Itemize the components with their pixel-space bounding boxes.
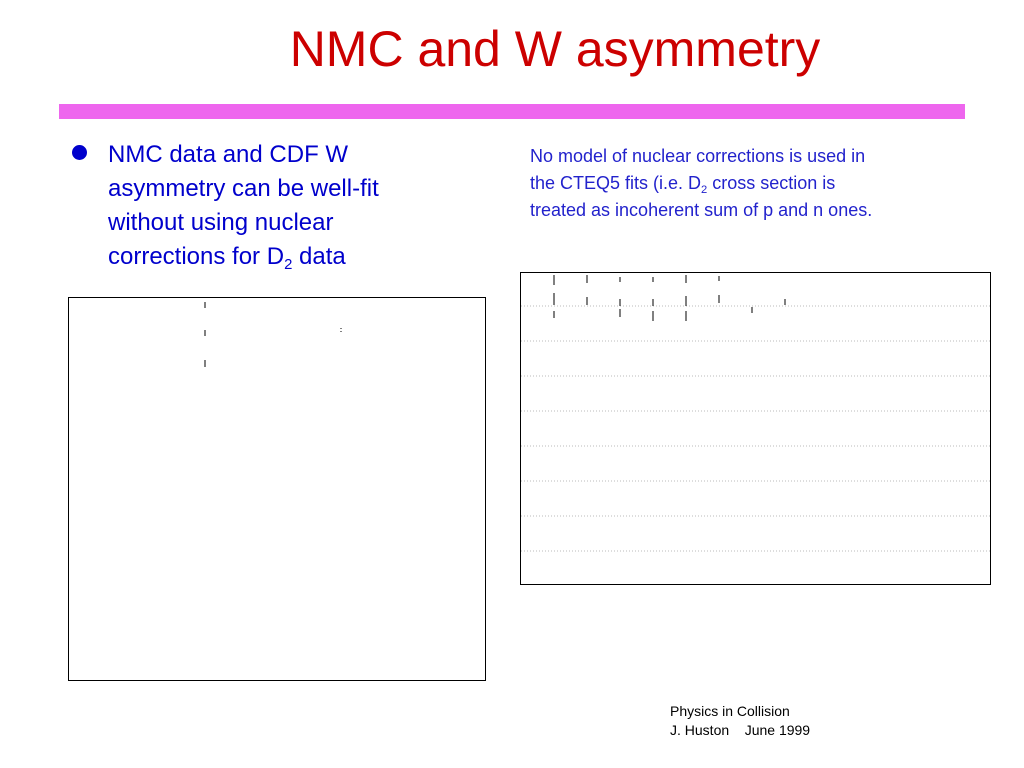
bullet-dot-icon — [72, 145, 87, 160]
w-asymmetry-plot-remnants — [521, 275, 990, 552]
bullet-line: asymmetry can be well-fit — [108, 175, 379, 202]
footer-conference: Physics in Collision — [670, 703, 790, 719]
note-line: treated as incoherent sum of p and n one… — [530, 200, 873, 220]
title-divider — [59, 104, 965, 119]
note-line: No model of nuclear corrections is used … — [530, 146, 866, 166]
nmc-plot-remnants — [204, 302, 342, 367]
slide-title: NMC and W asymmetry — [289, 21, 821, 77]
w-asymmetry-plot-frame — [520, 272, 991, 585]
bullet-line: without using nuclear — [108, 209, 334, 236]
bullet-line-text: corrections for D — [108, 243, 285, 270]
subscript: 2 — [284, 257, 293, 274]
nmc-plot-frame — [68, 297, 486, 681]
bullet-line-text: data — [292, 243, 346, 270]
subscript: 2 — [701, 183, 708, 196]
slide-footer: Physics in Collision J. Huston June 1999 — [670, 702, 810, 740]
bullet-point: NMC data and CDF W asymmetry can be well… — [108, 138, 488, 274]
note-line-text: the CTEQ5 fits (i.e. D — [530, 173, 702, 193]
note-line: the CTEQ5 fits (i.e. D2 cross section is — [530, 170, 980, 197]
side-note: No model of nuclear corrections is used … — [530, 143, 980, 224]
bullet-line: NMC data and CDF W — [108, 141, 349, 168]
note-line-text: cross section is — [707, 173, 836, 193]
bullet-line: corrections for D2 data — [108, 240, 488, 274]
footer-author-date: J. Huston June 1999 — [670, 722, 811, 738]
